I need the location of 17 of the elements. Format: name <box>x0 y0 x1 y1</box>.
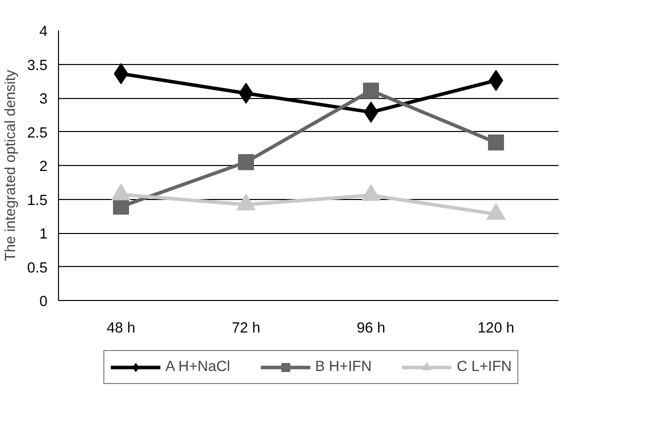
x-tick-label: 96 h <box>356 320 386 336</box>
y-tick-label: 0 <box>39 294 48 310</box>
y-tick-label: 3 <box>39 92 48 108</box>
x-tick-label: 120 h <box>478 320 514 336</box>
y-tick-label: 2.5 <box>27 125 48 142</box>
y-tick-label: 2 <box>39 159 48 175</box>
y-tick-label: 1 <box>39 226 48 242</box>
legend-label: B H+IFN <box>315 359 372 375</box>
y-tick-label: 0.5 <box>27 260 48 276</box>
y-tick-label: 1.5 <box>27 192 48 209</box>
x-tick-label: 72 h <box>232 320 260 336</box>
y-tick-label: 3.5 <box>27 58 48 74</box>
y-tick-label: 4 <box>39 24 48 40</box>
y-axis-title: The integrated optical density <box>3 69 20 262</box>
legend-label: A H+NaCl <box>165 359 230 375</box>
x-tick-label: 48 h <box>106 320 136 336</box>
legend-label: C L+IFN <box>456 359 512 375</box>
